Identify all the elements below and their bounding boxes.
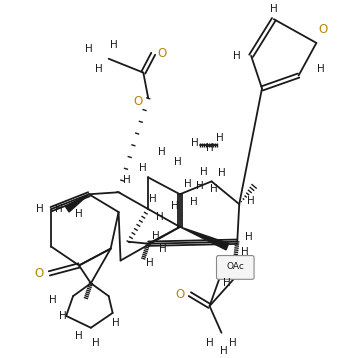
Text: H: H <box>146 258 154 268</box>
Text: H: H <box>149 194 157 204</box>
Text: H: H <box>206 143 213 153</box>
Text: H: H <box>218 169 225 179</box>
Text: H: H <box>140 163 147 173</box>
Text: H: H <box>229 338 237 348</box>
Text: H: H <box>245 232 253 242</box>
Text: H: H <box>184 179 192 189</box>
Text: OAc: OAc <box>226 262 244 271</box>
FancyBboxPatch shape <box>216 256 254 279</box>
Text: H: H <box>75 209 83 219</box>
Text: H: H <box>55 204 63 214</box>
Text: H: H <box>220 345 227 355</box>
Text: H: H <box>123 175 130 185</box>
Text: H: H <box>171 201 179 211</box>
Text: H: H <box>92 338 100 348</box>
Text: O: O <box>134 95 143 108</box>
Text: H: H <box>233 51 241 61</box>
Polygon shape <box>180 227 229 250</box>
Polygon shape <box>65 194 89 212</box>
Text: H: H <box>85 44 93 54</box>
Text: H: H <box>191 138 199 148</box>
Text: H: H <box>159 244 167 254</box>
Text: H: H <box>110 40 118 50</box>
Text: H: H <box>158 147 166 157</box>
Text: H: H <box>50 295 57 305</box>
Text: H: H <box>190 197 198 207</box>
Text: O: O <box>35 267 44 280</box>
Text: H: H <box>112 318 119 328</box>
Text: O: O <box>175 287 185 301</box>
Text: H: H <box>156 212 164 222</box>
Text: H: H <box>152 231 160 241</box>
Text: H: H <box>215 133 223 143</box>
Text: O: O <box>157 47 167 60</box>
Text: H: H <box>75 331 83 341</box>
Text: H: H <box>174 156 182 166</box>
Text: H: H <box>210 184 218 194</box>
Text: H: H <box>247 196 255 206</box>
Text: H: H <box>200 166 208 176</box>
Text: H: H <box>95 64 103 74</box>
Text: H: H <box>241 247 249 257</box>
Text: H: H <box>206 338 213 348</box>
Text: O: O <box>319 23 328 35</box>
Text: H: H <box>317 64 325 74</box>
Text: H: H <box>36 204 43 214</box>
Text: H: H <box>224 278 231 288</box>
Text: H: H <box>270 4 278 14</box>
Text: H: H <box>196 182 203 191</box>
Text: H: H <box>59 311 67 321</box>
